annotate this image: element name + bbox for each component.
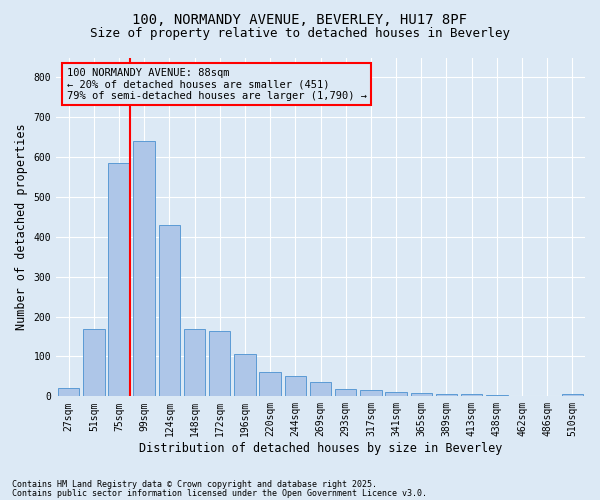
Text: Contains public sector information licensed under the Open Government Licence v3: Contains public sector information licen… — [12, 488, 427, 498]
Bar — [209, 330, 230, 396]
Bar — [83, 328, 104, 396]
Bar — [335, 389, 356, 396]
Bar — [385, 392, 407, 396]
Text: Size of property relative to detached houses in Beverley: Size of property relative to detached ho… — [90, 28, 510, 40]
Bar — [486, 395, 508, 396]
Bar — [58, 388, 79, 396]
Bar — [133, 141, 155, 397]
Bar — [184, 328, 205, 396]
Bar — [410, 393, 432, 396]
Bar — [310, 382, 331, 396]
Bar — [436, 394, 457, 396]
Y-axis label: Number of detached properties: Number of detached properties — [15, 124, 28, 330]
Bar — [259, 372, 281, 396]
Bar — [461, 394, 482, 396]
Bar — [562, 394, 583, 396]
Bar — [158, 225, 180, 396]
Text: 100, NORMANDY AVENUE, BEVERLEY, HU17 8PF: 100, NORMANDY AVENUE, BEVERLEY, HU17 8PF — [133, 12, 467, 26]
Text: 100 NORMANDY AVENUE: 88sqm
← 20% of detached houses are smaller (451)
79% of sem: 100 NORMANDY AVENUE: 88sqm ← 20% of deta… — [67, 68, 367, 101]
Bar — [360, 390, 382, 396]
Bar — [234, 354, 256, 397]
Text: Contains HM Land Registry data © Crown copyright and database right 2025.: Contains HM Land Registry data © Crown c… — [12, 480, 377, 489]
X-axis label: Distribution of detached houses by size in Beverley: Distribution of detached houses by size … — [139, 442, 502, 455]
Bar — [109, 163, 130, 396]
Bar — [284, 376, 306, 396]
